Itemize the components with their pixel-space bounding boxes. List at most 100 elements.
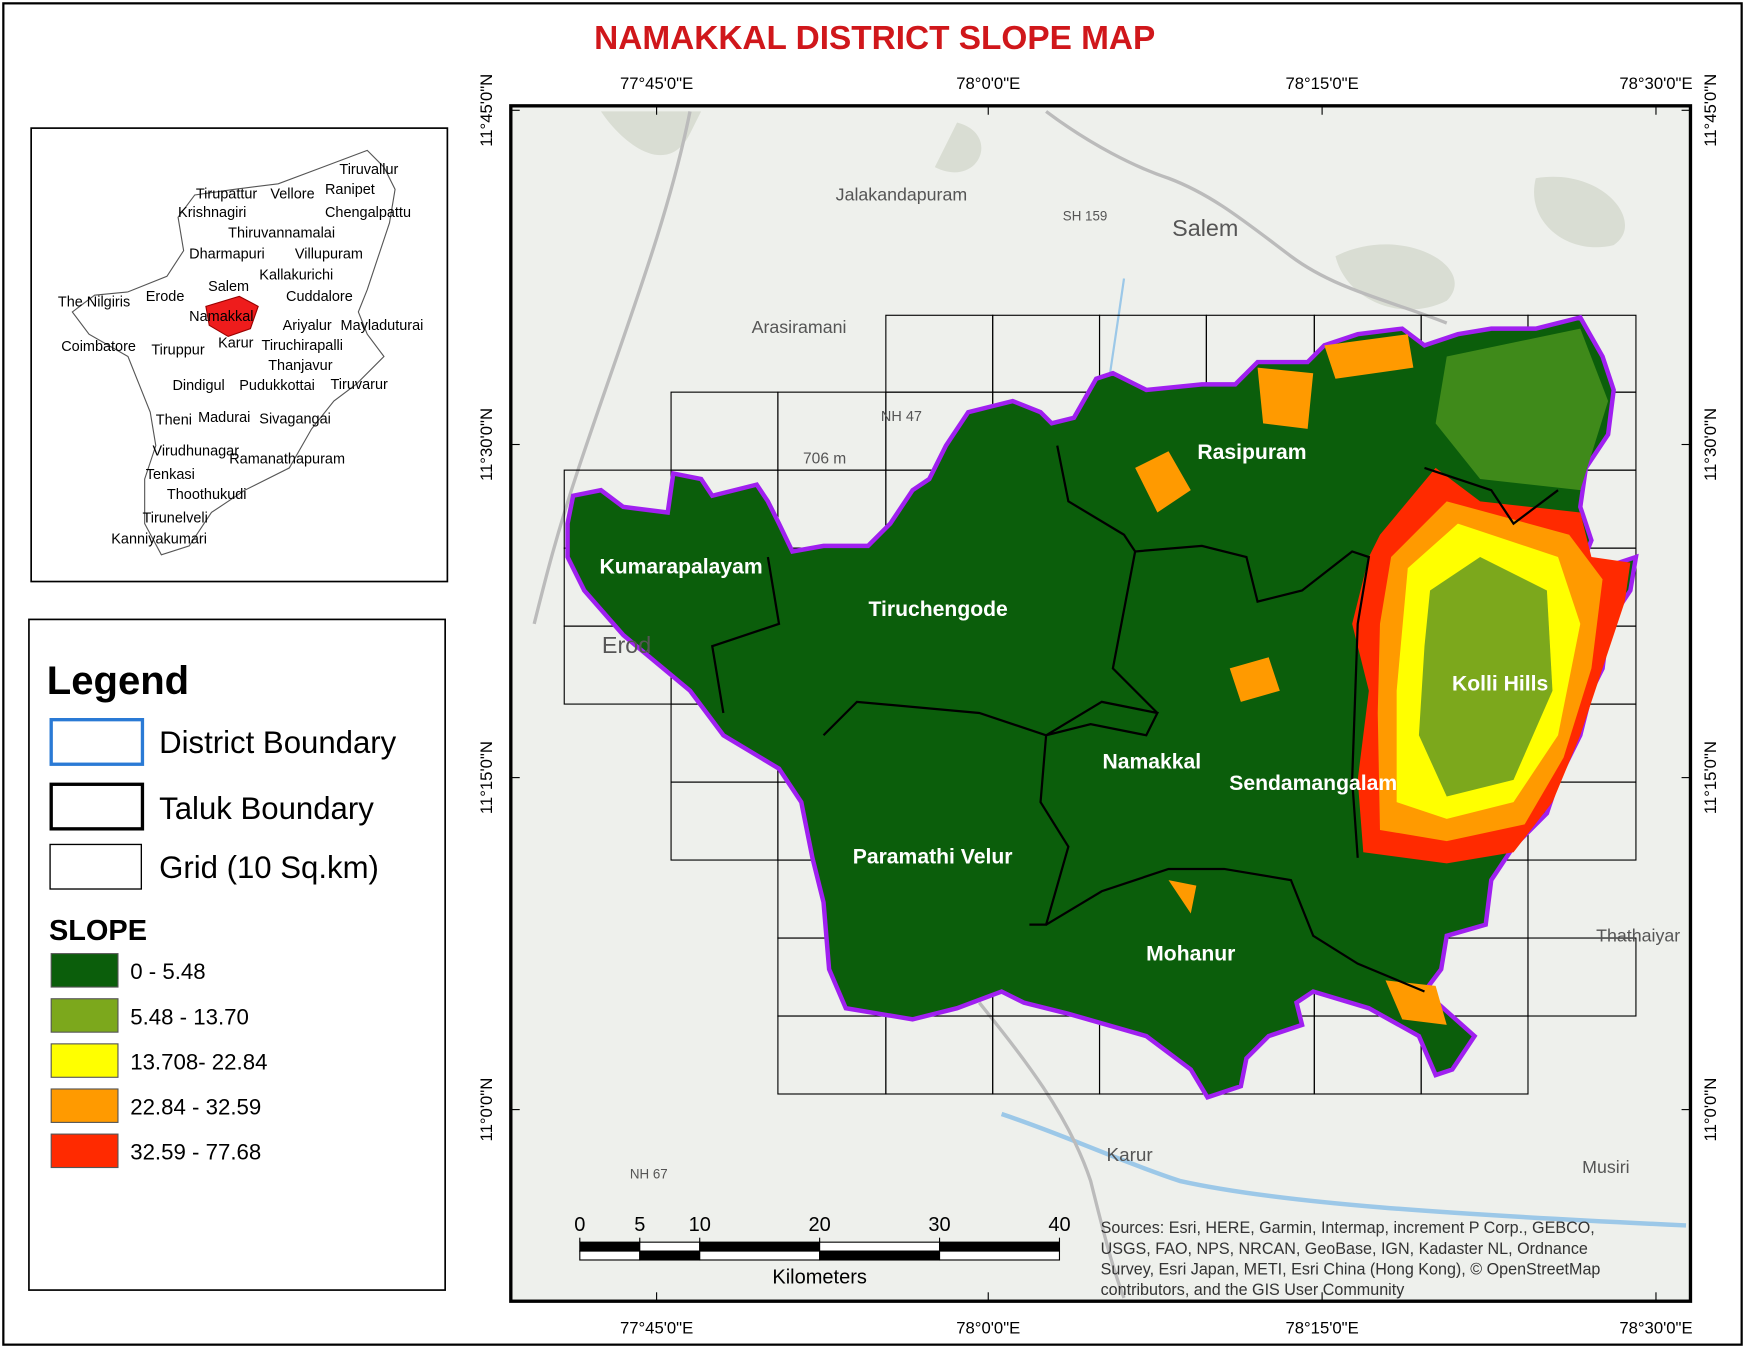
place-label: NH 47 bbox=[881, 409, 922, 425]
scale-segment bbox=[639, 1250, 701, 1261]
road bbox=[978, 1001, 1126, 1299]
slope-hotspots bbox=[1135, 328, 1631, 1025]
latitude-label: 11°45'0"N bbox=[477, 74, 496, 147]
inset-labels: Tiruvallur Ranipet Tirupattur Vellore Krishn… bbox=[58, 162, 423, 548]
place-label: NH 67 bbox=[630, 1167, 668, 1182]
taluk-label: Paramathi Velur bbox=[853, 845, 1013, 868]
slope-swatch bbox=[50, 1088, 119, 1123]
scale-segment bbox=[699, 1250, 821, 1261]
taluk-label: Kumarapalayam bbox=[599, 556, 762, 579]
scale-label: 5 bbox=[634, 1214, 645, 1236]
longitude-label: 77°45'0"E bbox=[620, 74, 693, 93]
inset-label: Cuddalore bbox=[286, 289, 353, 305]
taluk-line bbox=[1424, 466, 1559, 526]
inset-label: Thoothukudi bbox=[167, 487, 247, 503]
scale-label: 0 bbox=[574, 1214, 585, 1236]
legend-items: District Boundary Taluk Boundary Grid (10 … bbox=[159, 725, 397, 885]
graticule: 77°45'0"E 77°45'0"E 78°0'0"E 78°0'0"E 78°15'… bbox=[477, 74, 1720, 1338]
taluk-line bbox=[1056, 445, 1159, 714]
legend-label: District Boundary bbox=[159, 725, 397, 760]
place-label: Karur bbox=[1106, 1145, 1152, 1166]
scale-segment bbox=[579, 1241, 641, 1252]
latitude-label: 11°0'0"N bbox=[477, 1078, 496, 1142]
inset-state bbox=[71, 149, 396, 556]
inset-label: Dharmapuri bbox=[189, 246, 265, 262]
longitude-label: 78°15'0"E bbox=[1285, 74, 1358, 93]
place-label: Musiri bbox=[1582, 1157, 1629, 1177]
legend-title: Legend bbox=[47, 659, 189, 703]
taluk-line bbox=[1135, 544, 1371, 858]
inset-label: Salem bbox=[208, 279, 249, 295]
slope-swatch bbox=[50, 998, 119, 1033]
place-label: Jalakandapuram bbox=[836, 185, 968, 205]
taluk-line bbox=[1045, 867, 1425, 993]
inset-label: Virudhunagar bbox=[152, 444, 239, 460]
inset-label: Sivagangai bbox=[259, 411, 331, 427]
inset-label: The Nilgiris bbox=[58, 294, 130, 310]
map-labels: Kumarapalayam Tiruchengode Rasipuram Kolli … bbox=[599, 185, 1680, 1182]
longitude-label: 78°0'0"E bbox=[956, 1319, 1020, 1338]
inset-label: Thiruvannamalai bbox=[228, 225, 335, 241]
scale-label: 40 bbox=[1048, 1214, 1070, 1236]
inset-label: Tiruvallur bbox=[339, 162, 398, 178]
scale-segment bbox=[699, 1241, 821, 1252]
slope-area bbox=[1435, 328, 1609, 491]
slope-items: 0 - 5.48 5.48 - 13.70 13.708- 22.84 22.84 -… bbox=[50, 953, 267, 1169]
latitude-label: 11°15'0"N bbox=[477, 741, 496, 814]
latitude-label: 11°0'0"N bbox=[1701, 1078, 1720, 1142]
inset-label: Pudukkottai bbox=[239, 378, 315, 394]
inset-label: Tiruchirapalli bbox=[262, 338, 343, 354]
sources-line: Survey, Esri Japan, METI, Esri China (Ho… bbox=[1101, 1260, 1601, 1278]
slope-area bbox=[1418, 557, 1553, 797]
place-label: Thathaiyar bbox=[1596, 925, 1680, 945]
scale-segment bbox=[819, 1250, 941, 1261]
latitude-label: 11°30'0"N bbox=[477, 408, 496, 481]
latitude-label: 11°45'0"N bbox=[1701, 74, 1720, 147]
latitude-label: 11°30'0"N bbox=[1701, 408, 1720, 481]
inset-label: Ariyalur bbox=[283, 318, 332, 334]
inset-label: Kanniyakumari bbox=[111, 532, 207, 548]
scale-unit: Kilometers bbox=[772, 1266, 867, 1288]
legend-label: Grid (10 Sq.km) bbox=[159, 850, 379, 885]
inset-label: Ramanathapuram bbox=[229, 451, 345, 467]
longitude-label: 77°45'0"E bbox=[620, 1319, 693, 1338]
inset-label: Erode bbox=[146, 289, 185, 305]
taluk-label: Sendamangalam bbox=[1229, 772, 1397, 795]
place-label: Salem bbox=[1172, 215, 1238, 241]
grid-cell bbox=[1527, 937, 1637, 1017]
inset-label: Madurai bbox=[198, 410, 250, 426]
road bbox=[532, 111, 692, 625]
taluk-label: Kolli Hills bbox=[1452, 673, 1548, 696]
slope-label: 0 - 5.48 bbox=[130, 959, 205, 984]
taluk-line bbox=[822, 700, 1160, 926]
inset-label: Namakkal bbox=[189, 309, 253, 325]
sources-line: contributors, and the GIS User Community bbox=[1101, 1281, 1406, 1299]
slope-label: 32.59 - 77.68 bbox=[130, 1140, 261, 1165]
river bbox=[1000, 1111, 1687, 1228]
inset-label: Karur bbox=[218, 336, 254, 352]
slope-label: 22.84 - 32.59 bbox=[130, 1095, 261, 1120]
place-label: Erod bbox=[602, 632, 651, 658]
scale-segment bbox=[579, 1250, 641, 1261]
slope-label: 13.708- 22.84 bbox=[130, 1049, 267, 1074]
inset-label: Tiruppur bbox=[151, 342, 204, 358]
place-label: 706 m bbox=[803, 450, 846, 467]
sources-line: Sources: Esri, HERE, Garmin, Intermap, i… bbox=[1101, 1219, 1595, 1237]
inset-label: Villupuram bbox=[295, 246, 363, 262]
longitude-label: 78°30'0"E bbox=[1619, 74, 1692, 93]
scale-segment bbox=[639, 1241, 701, 1252]
longitude-label: 78°30'0"E bbox=[1619, 1319, 1692, 1338]
longitude-label: 78°15'0"E bbox=[1285, 1319, 1358, 1338]
scale-label: 20 bbox=[809, 1214, 831, 1236]
legend-swatch bbox=[49, 718, 145, 766]
inset-namakkal bbox=[205, 295, 259, 338]
inset-label: Kallakurichi bbox=[259, 268, 333, 284]
slope-title: SLOPE bbox=[49, 915, 147, 947]
road bbox=[1045, 110, 1448, 325]
scale-label: 10 bbox=[689, 1214, 711, 1236]
place-label: SH 159 bbox=[1063, 209, 1108, 224]
taluk-label: Tiruchengode bbox=[869, 598, 1009, 621]
map-title: NAMAKKAL DISTRICT SLOPE MAP bbox=[594, 20, 1155, 57]
slope-swatch bbox=[50, 953, 119, 988]
